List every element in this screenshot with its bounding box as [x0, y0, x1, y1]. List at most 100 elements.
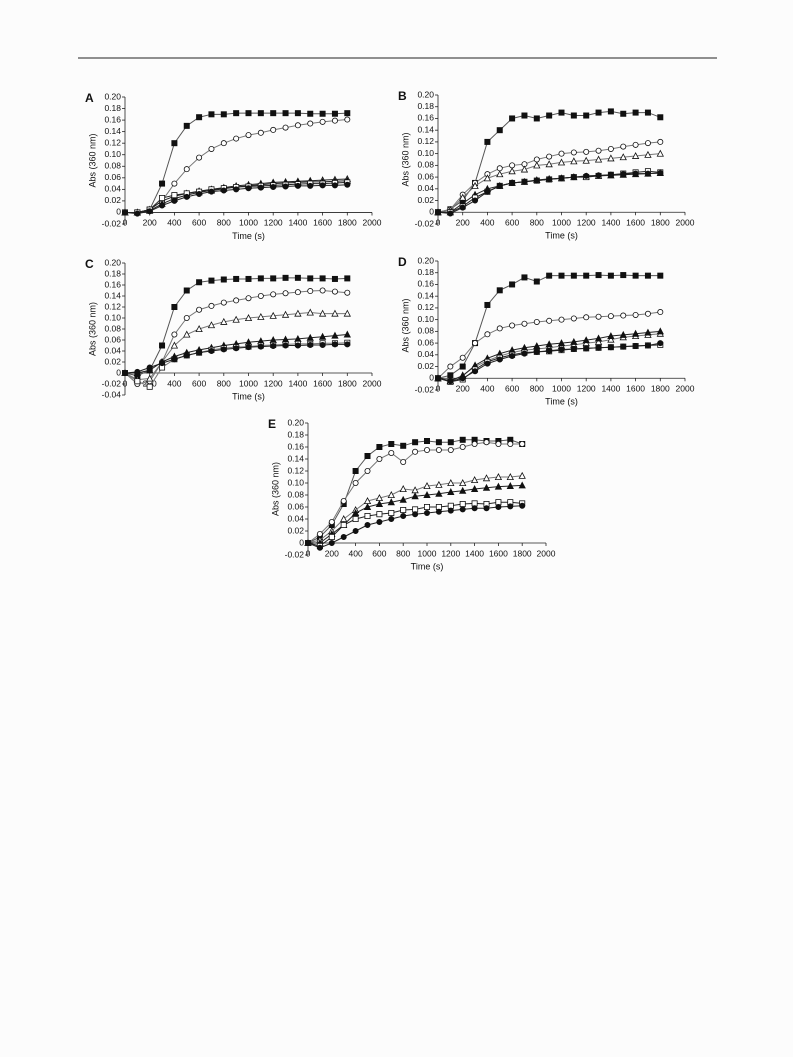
marker: [459, 204, 466, 211]
marker: [582, 156, 590, 164]
marker: [459, 479, 467, 487]
x-tick-label: 200: [456, 218, 470, 228]
marker: [496, 287, 503, 294]
marker: [459, 375, 466, 382]
marker: [134, 378, 141, 385]
marker: [352, 528, 359, 535]
x-tick-label: 1200: [577, 384, 596, 394]
marker: [183, 122, 190, 129]
marker: [331, 331, 339, 339]
y-tick-label: 0.10: [287, 477, 304, 487]
x-axis-label: Time (s): [232, 231, 265, 241]
marker: [483, 174, 492, 182]
y-tick-label: 0: [116, 367, 121, 377]
y-tick-label: 0.04: [417, 349, 434, 359]
marker: [376, 519, 383, 526]
x-tick-label: 2000: [537, 548, 556, 558]
y-tick-label: 0.20: [417, 89, 434, 99]
marker: [545, 340, 553, 348]
marker: [484, 301, 491, 308]
marker: [282, 110, 289, 117]
marker: [482, 483, 491, 491]
x-tick-label: 1000: [552, 384, 571, 394]
chart: E-0.0200.020.040.060.080.100.120.140.160…: [268, 417, 556, 571]
marker: [220, 276, 227, 283]
x-tick-label: 200: [325, 548, 339, 558]
marker: [196, 349, 203, 356]
marker: [134, 368, 141, 375]
y-tick-label: 0: [116, 207, 121, 217]
marker: [494, 482, 503, 490]
y-tick-label: -0.02: [415, 384, 435, 394]
marker: [344, 116, 351, 123]
marker: [657, 114, 664, 121]
marker: [282, 183, 289, 190]
marker: [352, 516, 359, 523]
x-tick-label: 800: [396, 548, 410, 558]
marker: [657, 309, 664, 316]
marker: [294, 289, 301, 296]
marker: [583, 112, 590, 119]
marker: [208, 111, 215, 118]
marker: [412, 511, 419, 518]
marker: [319, 341, 326, 348]
marker: [483, 439, 490, 446]
marker: [521, 350, 528, 357]
x-tick-label: 2000: [363, 218, 382, 228]
marker: [447, 378, 454, 385]
y-tick-label: 0.20: [104, 257, 121, 267]
marker: [570, 112, 577, 119]
y-tick-label: 0.12: [287, 465, 304, 475]
y-tick-label: 0: [299, 537, 304, 547]
x-tick-label: 800: [530, 218, 544, 228]
marker: [595, 172, 602, 179]
marker: [331, 309, 339, 317]
marker: [423, 437, 430, 444]
marker: [594, 337, 603, 345]
marker: [459, 354, 466, 361]
panel-label: E: [268, 417, 276, 431]
marker: [343, 330, 351, 338]
marker: [282, 290, 289, 297]
marker: [196, 279, 203, 286]
marker: [122, 369, 129, 376]
marker: [159, 195, 166, 202]
marker: [546, 317, 553, 324]
marker: [471, 440, 478, 447]
marker: [521, 320, 528, 327]
marker: [583, 148, 590, 155]
marker: [208, 347, 215, 354]
marker: [400, 506, 407, 513]
marker: [171, 197, 178, 204]
chart: A-0.0200.020.040.060.080.100.120.140.160…: [85, 91, 382, 241]
marker: [257, 275, 264, 282]
marker: [364, 452, 371, 459]
marker: [331, 275, 338, 282]
marker: [282, 342, 289, 349]
x-tick-label: 0: [436, 384, 441, 394]
marker: [533, 115, 540, 122]
y-tick-label: 0.08: [417, 326, 434, 336]
chart: D -0.020 0.02 0.04 0.060.08 0.10 0.12 0.140.16 0…: [398, 255, 695, 406]
marker: [307, 120, 314, 127]
marker: [400, 442, 407, 449]
marker: [233, 297, 240, 304]
marker: [270, 184, 277, 191]
marker: [170, 341, 179, 349]
marker: [388, 440, 395, 447]
marker: [328, 534, 335, 541]
x-tick-label: 1000: [552, 218, 571, 228]
marker: [328, 540, 335, 547]
marker: [447, 439, 454, 446]
marker: [533, 156, 540, 163]
x-tick-label: 800: [217, 378, 231, 388]
marker: [435, 480, 443, 488]
y-tick-label: 0.12: [417, 136, 434, 146]
marker: [472, 340, 479, 347]
marker: [509, 352, 516, 359]
marker: [307, 288, 314, 295]
marker: [196, 190, 203, 197]
marker: [570, 157, 578, 165]
x-tick-label: 800: [217, 218, 231, 228]
y-axis-label: Abs (360 nm): [87, 133, 97, 187]
